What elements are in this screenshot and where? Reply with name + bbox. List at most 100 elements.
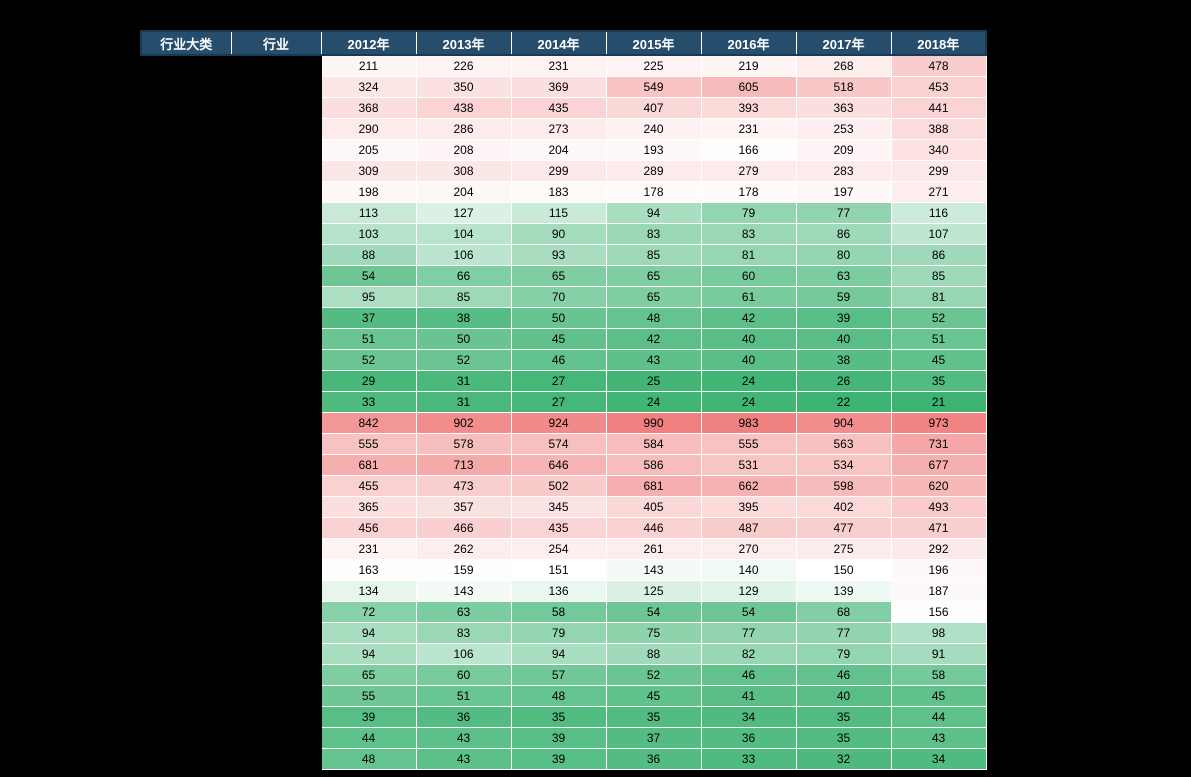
row-label-cell bbox=[141, 245, 231, 266]
data-cell: 45 bbox=[891, 350, 986, 371]
table-row: 365357345405395402493 bbox=[141, 497, 986, 518]
data-cell: 140 bbox=[701, 560, 796, 581]
data-cell: 407 bbox=[606, 98, 701, 119]
data-cell: 94 bbox=[606, 203, 701, 224]
data-cell: 39 bbox=[796, 308, 891, 329]
data-cell: 95 bbox=[321, 287, 416, 308]
data-cell: 292 bbox=[891, 539, 986, 560]
row-label-cell bbox=[231, 413, 321, 434]
data-cell: 40 bbox=[796, 329, 891, 350]
data-cell: 289 bbox=[606, 161, 701, 182]
table-row: 368438435407393363441 bbox=[141, 98, 986, 119]
data-cell: 125 bbox=[606, 581, 701, 602]
table-row: 44433937363543 bbox=[141, 728, 986, 749]
data-cell: 143 bbox=[416, 581, 511, 602]
row-label-cell bbox=[141, 602, 231, 623]
row-label-cell bbox=[141, 224, 231, 245]
row-label-cell bbox=[141, 644, 231, 665]
data-cell: 43 bbox=[416, 728, 511, 749]
data-cell: 478 bbox=[891, 55, 986, 77]
data-cell: 65 bbox=[511, 266, 606, 287]
data-cell: 39 bbox=[511, 749, 606, 770]
data-cell: 51 bbox=[891, 329, 986, 350]
row-label-cell bbox=[231, 560, 321, 581]
data-cell: 134 bbox=[321, 581, 416, 602]
data-cell: 61 bbox=[701, 287, 796, 308]
data-cell: 555 bbox=[701, 434, 796, 455]
data-cell: 116 bbox=[891, 203, 986, 224]
data-cell: 196 bbox=[891, 560, 986, 581]
data-cell: 52 bbox=[416, 350, 511, 371]
data-cell: 286 bbox=[416, 119, 511, 140]
data-cell: 21 bbox=[891, 392, 986, 413]
table-row: 842902924990983904973 bbox=[141, 413, 986, 434]
data-cell: 43 bbox=[606, 350, 701, 371]
data-cell: 46 bbox=[511, 350, 606, 371]
row-label-cell bbox=[231, 55, 321, 77]
data-cell: 231 bbox=[701, 119, 796, 140]
data-cell: 113 bbox=[321, 203, 416, 224]
table-row: 881069385818086 bbox=[141, 245, 986, 266]
data-cell: 273 bbox=[511, 119, 606, 140]
data-cell: 395 bbox=[701, 497, 796, 518]
data-cell: 98 bbox=[891, 623, 986, 644]
row-label-cell bbox=[141, 329, 231, 350]
table-row: 309308299289279283299 bbox=[141, 161, 986, 182]
data-cell: 924 bbox=[511, 413, 606, 434]
data-cell: 94 bbox=[321, 623, 416, 644]
row-label-cell bbox=[231, 476, 321, 497]
data-cell: 365 bbox=[321, 497, 416, 518]
data-cell: 77 bbox=[701, 623, 796, 644]
row-label-cell bbox=[231, 224, 321, 245]
table-row: 65605752464658 bbox=[141, 665, 986, 686]
data-cell: 477 bbox=[796, 518, 891, 539]
data-cell: 219 bbox=[701, 55, 796, 77]
table-row: 37385048423952 bbox=[141, 308, 986, 329]
data-cell: 620 bbox=[891, 476, 986, 497]
data-cell: 54 bbox=[606, 602, 701, 623]
data-cell: 904 bbox=[796, 413, 891, 434]
row-label-cell bbox=[231, 392, 321, 413]
data-cell: 151 bbox=[511, 560, 606, 581]
data-cell: 518 bbox=[796, 77, 891, 98]
data-cell: 209 bbox=[796, 140, 891, 161]
row-label-cell bbox=[141, 686, 231, 707]
data-cell: 205 bbox=[321, 140, 416, 161]
data-cell: 60 bbox=[701, 266, 796, 287]
row-label-cell bbox=[231, 518, 321, 539]
row-label-cell bbox=[231, 686, 321, 707]
data-cell: 85 bbox=[416, 287, 511, 308]
data-cell: 681 bbox=[321, 455, 416, 476]
data-cell: 45 bbox=[606, 686, 701, 707]
data-cell: 253 bbox=[796, 119, 891, 140]
data-cell: 156 bbox=[891, 602, 986, 623]
row-label-cell bbox=[141, 98, 231, 119]
data-cell: 63 bbox=[416, 602, 511, 623]
data-cell: 68 bbox=[796, 602, 891, 623]
table-row: 163159151143140150196 bbox=[141, 560, 986, 581]
data-cell: 605 bbox=[701, 77, 796, 98]
data-cell: 26 bbox=[796, 371, 891, 392]
data-cell: 37 bbox=[321, 308, 416, 329]
data-cell: 363 bbox=[796, 98, 891, 119]
col-header: 2012年 bbox=[321, 31, 416, 55]
row-label-cell bbox=[141, 749, 231, 770]
data-cell: 438 bbox=[416, 98, 511, 119]
data-cell: 24 bbox=[606, 392, 701, 413]
row-label-cell bbox=[231, 245, 321, 266]
data-cell: 198 bbox=[321, 182, 416, 203]
data-cell: 35 bbox=[796, 707, 891, 728]
data-cell: 115 bbox=[511, 203, 606, 224]
table-row: 48433936333234 bbox=[141, 749, 986, 770]
data-cell: 35 bbox=[891, 371, 986, 392]
data-cell: 677 bbox=[891, 455, 986, 476]
data-cell: 226 bbox=[416, 55, 511, 77]
row-label-cell bbox=[231, 140, 321, 161]
table-row: 324350369549605518453 bbox=[141, 77, 986, 98]
data-cell: 34 bbox=[891, 749, 986, 770]
data-cell: 471 bbox=[891, 518, 986, 539]
data-cell: 973 bbox=[891, 413, 986, 434]
table-row: 231262254261270275292 bbox=[141, 539, 986, 560]
table-row: 941069488827991 bbox=[141, 644, 986, 665]
data-cell: 35 bbox=[796, 728, 891, 749]
